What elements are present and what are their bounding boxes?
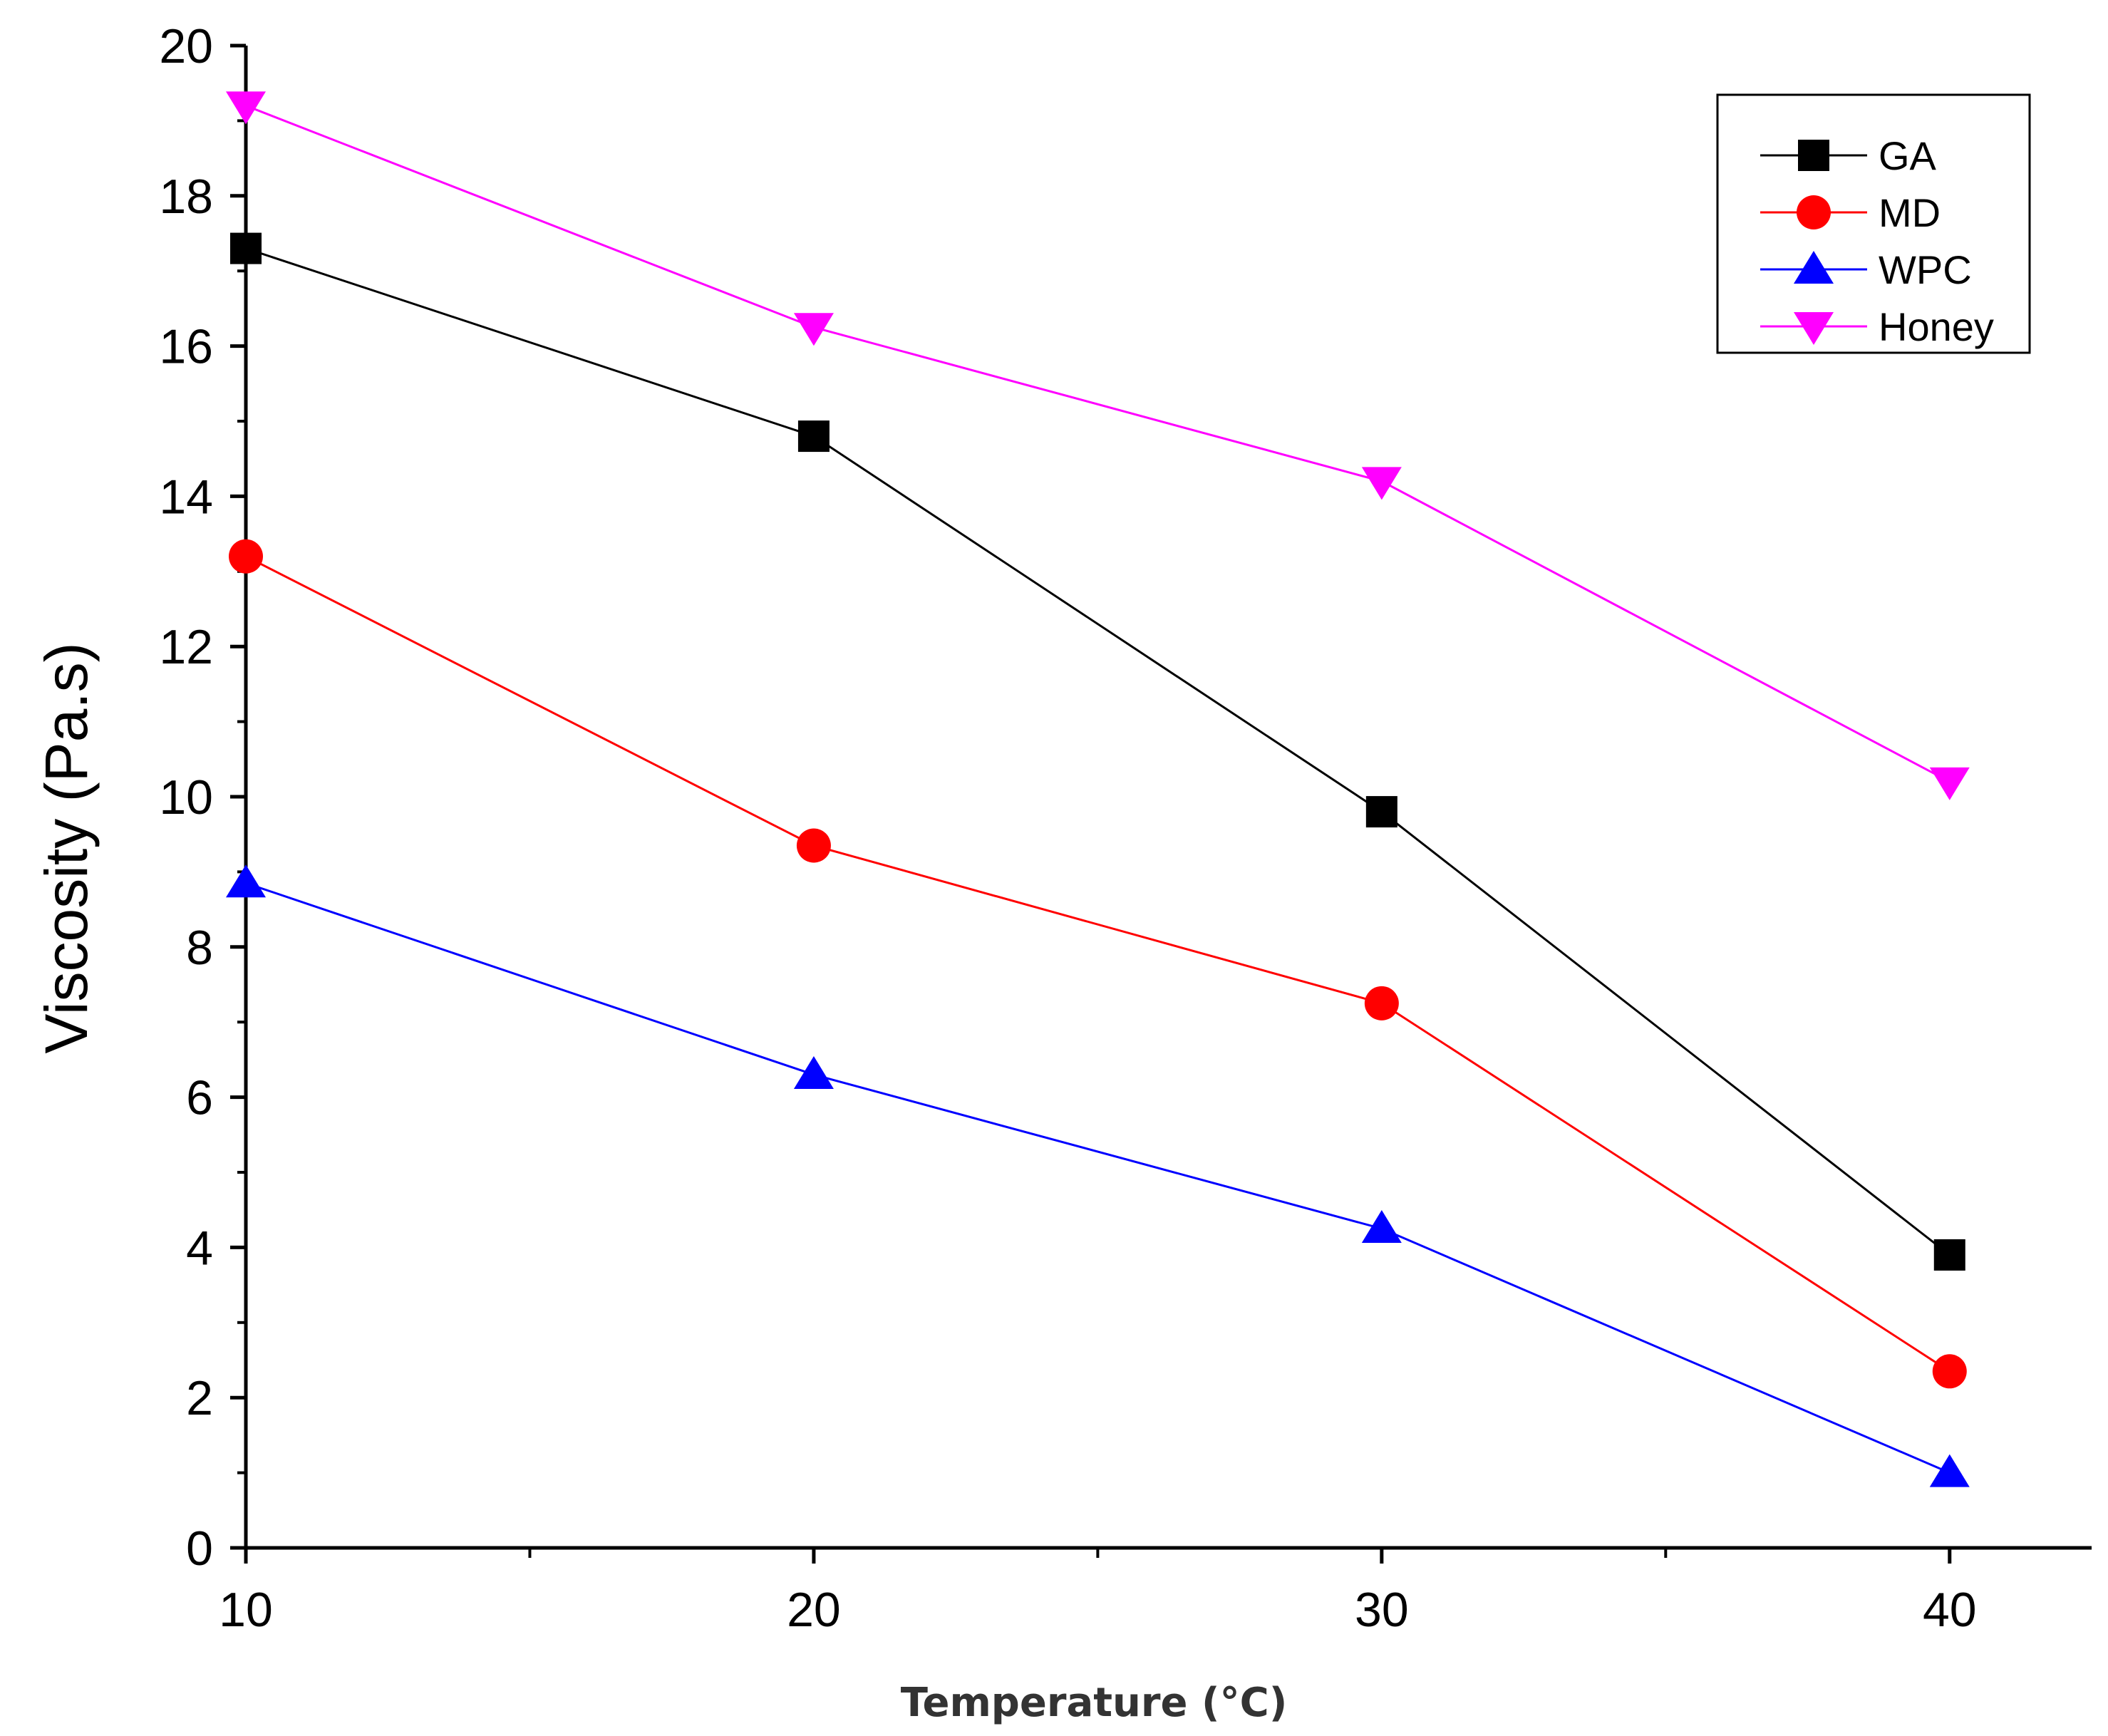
y-tick-label: 16 [159,320,213,374]
data-point-wpc [226,864,266,898]
legend-marker-wpc [1794,251,1834,284]
data-point-honey [793,313,834,346]
data-point-honey [1929,767,1970,800]
series-md [229,539,1967,1389]
legend-label-honey: Honey [1879,304,1994,349]
series-line-ga [245,247,1951,1256]
legend-box [1716,93,2031,354]
series-honey [226,91,1970,800]
legend-marker-md [1797,195,1831,229]
data-point-wpc [793,1055,834,1089]
y-axis-label: Viscosity (Pa.s) [33,642,100,1053]
data-point-honey [226,91,266,125]
x-tick-label: 20 [787,1583,841,1637]
legend: GA MD WPC Honey [1716,93,2031,354]
series-line-md [245,555,1951,1373]
axes: 0 2 4 6 8 10 12 14 16 18 20 10 20 30 40 [159,19,2092,1637]
data-point-md [796,828,831,863]
data-point-honey [1361,467,1402,500]
legend-marker-ga [1798,140,1829,171]
data-point-md [1364,986,1399,1021]
series-ga [230,232,1965,1271]
data-point-ga [1365,796,1397,828]
data-point-ga [230,232,262,264]
legend-label-wpc: WPC [1879,247,1972,292]
y-tick-label: 18 [159,170,213,224]
data-point-wpc [1361,1210,1402,1244]
y-tick-label: 8 [186,921,213,975]
legend-label-ga: GA [1879,133,1937,178]
x-tick-label: 10 [219,1583,273,1637]
data-point-md [1932,1354,1967,1389]
y-tick-label: 2 [186,1371,213,1425]
series-line-wpc [245,882,1951,1474]
y-tick-label: 6 [186,1071,213,1125]
data-point-ga [797,420,830,453]
y-tick-label: 14 [159,470,213,524]
series-layer [226,91,1970,1487]
y-tick-label: 12 [159,620,213,674]
legend-marker-honey [1794,312,1834,345]
y-tick-label: 20 [159,19,213,73]
x-axis-label: Temperature (°C) [901,1680,1288,1726]
y-tick-label: 4 [186,1221,213,1275]
y-tick-label: 10 [159,770,213,825]
data-point-wpc [1929,1454,1970,1487]
x-tick-label: 40 [1923,1583,1977,1637]
x-tick-label: 30 [1355,1583,1409,1637]
legend-label-md: MD [1879,190,1941,235]
data-point-ga [1933,1239,1965,1271]
data-point-md [229,539,263,574]
y-tick-label: 0 [186,1521,213,1576]
series-line-honey [245,104,1951,783]
series-wpc [226,864,1970,1487]
